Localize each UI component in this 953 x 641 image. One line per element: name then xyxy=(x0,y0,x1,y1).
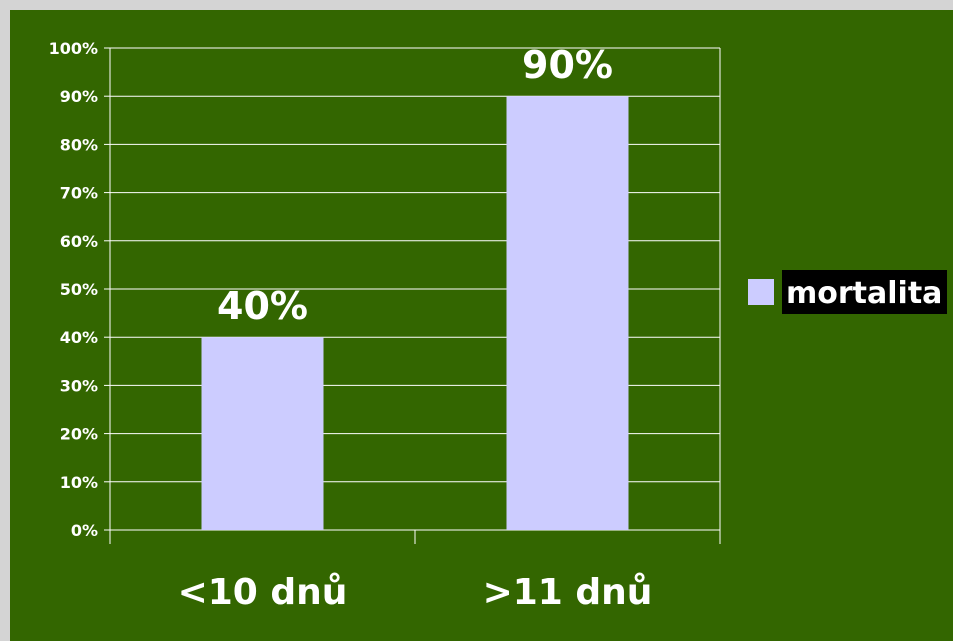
x-category-label: <10 dnů xyxy=(178,572,348,613)
legend-label-bg xyxy=(782,270,947,314)
y-tick-label: 100% xyxy=(49,39,98,58)
bar-1 xyxy=(201,337,324,530)
chart-area: 0% 10% 20% 30% 40% 50% 60% 70% 80% 90% 100% 40% <10 … xyxy=(10,10,953,641)
y-tick-label: 80% xyxy=(60,135,98,154)
y-tick-label: 90% xyxy=(60,87,98,106)
y-tick-label: 40% xyxy=(60,328,98,347)
bar-2 xyxy=(506,96,629,530)
data-label: 90% xyxy=(522,43,613,87)
y-tick-label: 70% xyxy=(60,184,98,203)
legend-swatch xyxy=(748,279,774,305)
y-tick-label: 60% xyxy=(60,232,98,251)
y-tick-label: 20% xyxy=(60,425,98,444)
x-category-label: >11 dnů xyxy=(483,572,653,613)
bar-chart: 0% 10% 20% 30% 40% 50% 60% 70% 80% 90% 100% 40% <10 … xyxy=(49,39,947,613)
y-tick-label: 0% xyxy=(71,521,98,540)
y-tick-label: 10% xyxy=(60,473,98,492)
y-tick-label: 50% xyxy=(60,280,98,299)
legend-label: mortalita xyxy=(786,276,942,311)
y-tick-label: 30% xyxy=(60,376,98,395)
data-label: 40% xyxy=(217,284,308,328)
